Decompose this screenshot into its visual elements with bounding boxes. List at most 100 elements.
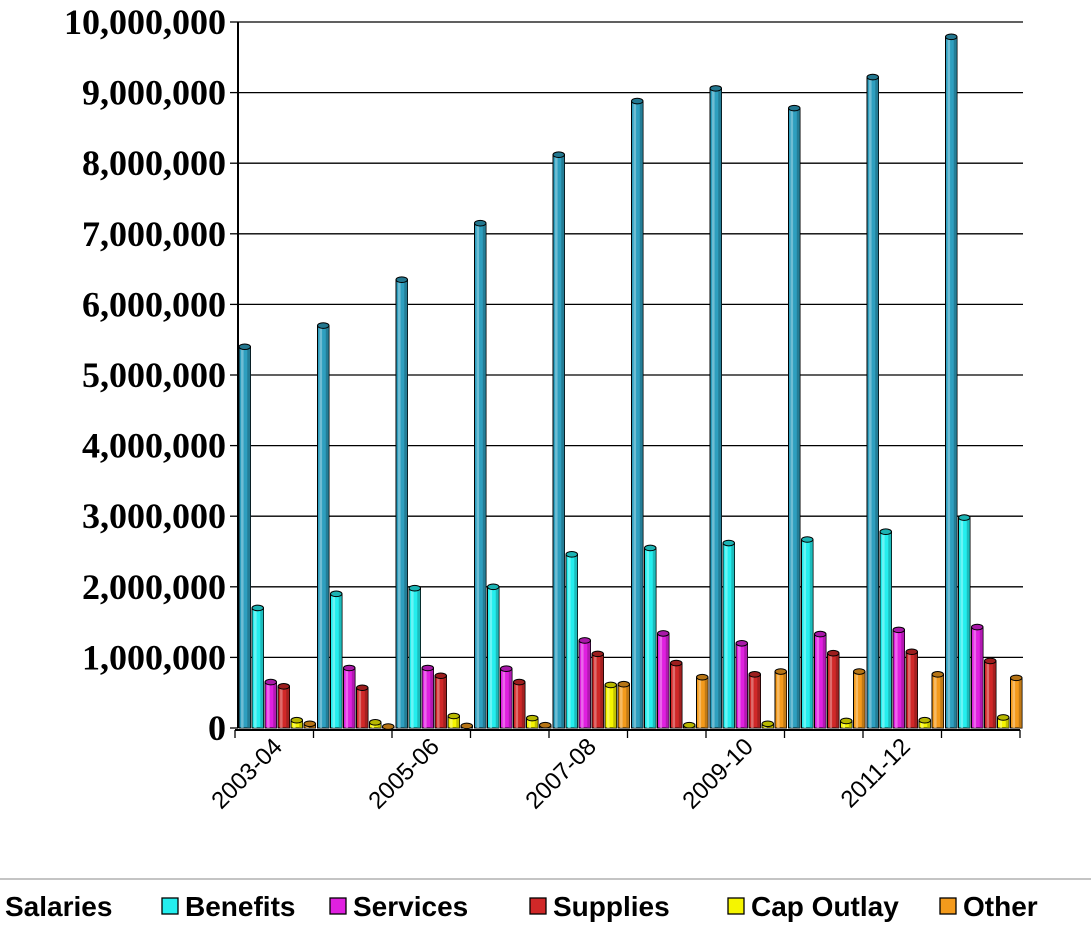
bar-top [460,722,473,730]
bar-highlight [712,88,715,728]
legend-swatch [329,897,347,915]
bar-highlight [358,687,362,728]
bar-top [578,637,591,644]
bar-shade [665,633,669,728]
bar-top [382,723,395,730]
legend-label: Supplies [553,891,670,922]
bar-shade [286,686,290,728]
bar-shade [914,651,918,728]
bar-top [945,33,958,41]
bar-top [591,650,604,658]
bar-shade [482,223,486,728]
bar-top [264,678,277,686]
bar-shade [639,101,643,728]
bar-shade [338,593,342,728]
bar-top [670,659,683,667]
bar-shade [587,640,591,728]
bar-top [905,648,918,656]
bar-top [277,683,290,690]
legend-swatch [161,897,179,915]
bar-shade [875,77,879,729]
bar-shade [404,279,408,728]
bar-highlight [895,629,898,728]
x-tick-label: 2011-12 [836,733,916,813]
bar-shade [731,543,735,728]
bar-shade [835,653,839,728]
bar-highlight [725,543,728,728]
bar-shade [940,674,944,728]
bar-highlight [411,588,414,728]
bar-shade [430,667,434,728]
bar-top [644,544,657,552]
bar-shade [953,36,957,729]
bar-highlight [267,682,270,728]
y-tick-label: 10,000,000 [64,2,226,42]
bar-highlight [738,643,741,728]
bar-shade [848,720,852,728]
bar-top [984,657,997,665]
bar-highlight [803,539,807,728]
bar-highlight [646,547,650,728]
bar-shade [678,663,682,728]
bar-top [552,151,565,159]
bar-top [879,528,892,536]
bar-highlight [502,668,506,728]
bar-top [657,630,670,637]
bar-highlight [450,715,453,728]
bar-top [683,721,696,729]
bar-highlight [555,154,558,728]
bar-shade [521,682,525,728]
bar-highlight [528,718,532,728]
y-tick-label: 8,000,000 [82,143,226,183]
bar-shade [718,88,722,728]
legend-swatch [529,897,547,915]
bar-top [761,720,774,728]
bar-highlight [332,593,336,728]
bar-top [971,623,984,631]
bar-top [958,514,971,521]
legend-swatch [939,897,957,915]
bar-top [290,716,303,724]
y-tick-label: 2,000,000 [82,567,226,607]
y-tick-label: 0 [208,708,226,748]
bar-top [631,97,644,105]
bar-top [709,85,722,92]
bar-highlight [751,674,754,728]
bar-highlight [947,36,951,729]
legend-label: Services [353,891,468,922]
bar-top [369,719,382,726]
bar-top [395,276,408,283]
y-tick-label: 1,000,000 [82,637,226,677]
bar-top [814,630,827,638]
bar-top [565,551,578,558]
bar-shade [364,687,368,728]
y-tick-label: 6,000,000 [82,284,226,324]
bar-highlight [921,720,924,728]
x-tick-label: 2005-06 [363,733,444,814]
bar-highlight [254,607,257,728]
x-tick-label: 2009-10 [677,733,758,814]
bar-top [330,590,343,598]
bar-highlight [790,108,794,728]
bar-shade [927,720,931,728]
bar-shade [1018,677,1022,728]
bar-shade [508,668,512,728]
bar-top [997,714,1010,721]
bar-top [722,539,735,547]
bar-top [343,664,356,672]
bar-shade [377,722,381,728]
bar-shade [822,634,826,728]
bar-top [238,343,251,351]
bar-highlight [698,677,702,728]
bar-highlight [620,684,623,728]
bar-highlight [437,675,440,728]
bar-shade [260,607,264,728]
bar-top [696,673,709,681]
bar-top [513,678,526,686]
bar-highlight [515,682,519,728]
bar-top [853,668,866,675]
bar-shade [613,684,617,728]
bar-shade [273,682,277,728]
